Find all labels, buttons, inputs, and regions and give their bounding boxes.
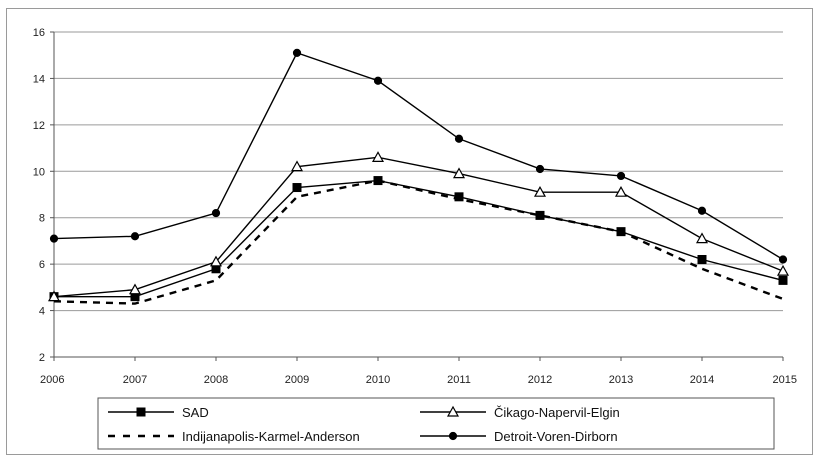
x-tick-label: 2010 — [366, 374, 390, 386]
data-point — [130, 232, 140, 241]
data-point — [535, 210, 545, 220]
x-tick-label: 2009 — [285, 374, 309, 386]
data-point — [697, 206, 707, 215]
data-point — [533, 185, 547, 197]
data-point — [373, 76, 383, 85]
legend-label: Indijanapolis-Karmel-Anderson — [182, 429, 360, 444]
x-tick-label: 2006 — [40, 374, 64, 386]
y-tick-label: 2 — [39, 352, 45, 364]
y-tick-label: 6 — [39, 259, 45, 271]
legend-label: Detroit-Voren-Dirborn — [494, 429, 618, 444]
series-lines — [53, 52, 784, 305]
y-tick-label: 14 — [33, 73, 45, 85]
legend-label: SAD — [182, 405, 209, 420]
y-tick-label: 12 — [33, 120, 45, 132]
data-point — [454, 134, 464, 143]
legend-marker — [446, 405, 460, 417]
y-tick-label: 10 — [33, 166, 45, 178]
data-point — [290, 160, 304, 172]
x-tick-label: 2012 — [528, 374, 552, 386]
data-point — [616, 171, 626, 181]
chart-frame — [6, 8, 813, 455]
series-line — [53, 156, 784, 298]
data-point — [49, 234, 59, 243]
x-tick-label: 2008 — [204, 374, 228, 386]
legend-label: Čikago-Napervil-Elgin — [494, 405, 620, 420]
gridlines — [54, 31, 783, 312]
legend-box — [97, 397, 775, 450]
legend-marker — [448, 431, 458, 441]
series-line — [53, 179, 784, 305]
data-point — [373, 176, 383, 186]
legend-marker — [136, 407, 146, 417]
data-point — [292, 183, 302, 193]
x-tick-label: 2011 — [447, 374, 471, 386]
data-point — [47, 290, 61, 302]
x-tick-label: 2015 — [773, 374, 797, 386]
data-point — [292, 48, 302, 57]
data-point — [695, 232, 709, 244]
series-line — [53, 52, 784, 261]
data-point — [454, 192, 464, 202]
y-tick-label: 16 — [33, 27, 45, 39]
x-tick-label: 2007 — [123, 374, 147, 386]
data-point — [614, 185, 628, 197]
data-point — [452, 167, 466, 179]
data-point — [776, 264, 790, 276]
data-point — [128, 283, 142, 295]
data-point — [211, 208, 221, 218]
data-point — [697, 255, 707, 264]
axes — [50, 31, 784, 361]
legend: SAD Čikago-Napervil-Elgin Indijanapolis-Ka… — [97, 397, 775, 450]
data-point — [616, 227, 626, 237]
data-point — [535, 164, 545, 174]
x-tick-label: 2014 — [690, 374, 714, 386]
data-point — [778, 255, 788, 264]
y-tick-labels: 2 4 6 8 10 12 14 16 — [33, 27, 45, 364]
y-tick-label: 8 — [39, 213, 45, 225]
data-point — [371, 151, 385, 162]
x-tick-labels: 2006 2007 2008 2009 2010 2011 2012 2013 2014 2015 — [40, 374, 797, 386]
y-tick-label: 4 — [39, 306, 45, 318]
data-point — [209, 255, 223, 267]
series-markers — [47, 48, 790, 302]
data-point — [778, 275, 788, 285]
x-tick-label: 2013 — [609, 374, 633, 386]
